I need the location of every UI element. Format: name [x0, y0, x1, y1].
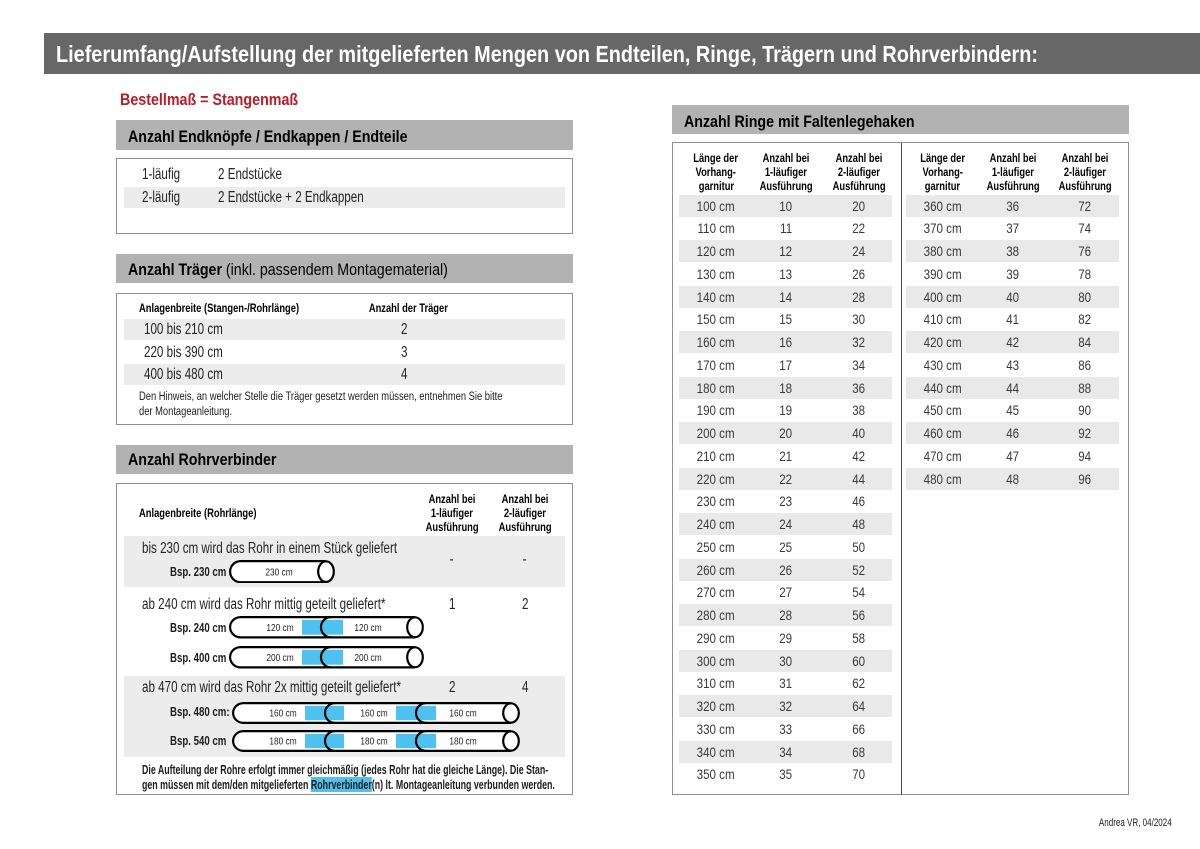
svg-text:180 cm: 180 cm [449, 735, 476, 747]
svg-text:120 cm: 120 cm [266, 621, 293, 633]
svg-text:120 cm: 120 cm [354, 621, 381, 633]
svg-text:200 cm: 200 cm [354, 651, 381, 663]
svg-text:160 cm: 160 cm [360, 707, 387, 719]
svg-text:160 cm: 160 cm [269, 707, 296, 719]
svg-text:230 cm: 230 cm [265, 565, 292, 577]
svg-text:200 cm: 200 cm [266, 651, 293, 663]
svg-text:180 cm: 180 cm [360, 735, 387, 747]
svg-text:180 cm: 180 cm [269, 735, 296, 747]
svg-text:160 cm: 160 cm [449, 707, 476, 719]
